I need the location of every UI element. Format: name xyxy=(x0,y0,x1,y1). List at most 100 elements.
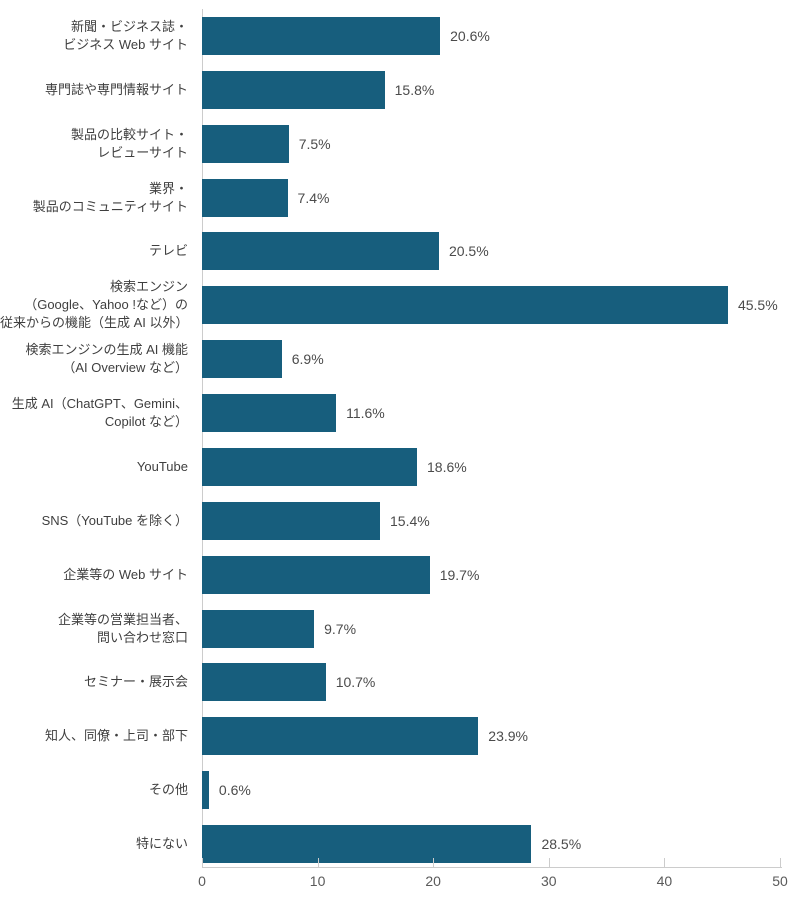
category-label-line: レビューサイト xyxy=(97,144,188,160)
category-label-line: 特にない xyxy=(135,835,188,851)
category-label: 企業等の営業担当者、 問い合わせ窓口 xyxy=(0,611,202,647)
category-label-line: セミナー・展示会 xyxy=(83,674,188,690)
bar xyxy=(202,70,385,109)
bar-track: 45.5% xyxy=(202,286,800,325)
value-label: 7.5% xyxy=(298,135,331,152)
chart-row: 知人、同僚・上司・部下 23.9% xyxy=(0,709,800,763)
value-label: 23.9% xyxy=(488,728,528,745)
bar xyxy=(202,555,430,594)
x-axis-tick-label: 0 xyxy=(198,873,206,889)
category-label-line: 専門誌や専門情報サイト xyxy=(44,81,188,97)
bar-track: 20.6% xyxy=(202,16,800,55)
bar-track: 15.4% xyxy=(202,501,800,540)
x-axis-tick xyxy=(317,858,319,867)
bar-track: 18.6% xyxy=(202,447,800,486)
bar-track: 9.7% xyxy=(202,609,800,648)
x-axis-tick-label: 50 xyxy=(772,873,788,889)
category-label-line: Copilot など） xyxy=(104,414,188,430)
category-label: テレビ xyxy=(0,242,202,260)
bar-track: 7.4% xyxy=(202,178,800,217)
value-label: 20.5% xyxy=(448,243,489,260)
chart-row: テレビ 20.5% xyxy=(0,224,800,278)
category-label: YouTube xyxy=(0,458,202,476)
value-label: 7.4% xyxy=(297,189,330,206)
chart-row: SNS（YouTube を除く） 15.4% xyxy=(0,494,800,548)
x-axis-tick xyxy=(433,858,435,867)
value-label: 11.6% xyxy=(346,405,385,422)
bar xyxy=(202,124,289,163)
value-label: 6.9% xyxy=(291,351,324,368)
chart-row: 検索エンジン （Google、Yahoo !など）の 従来からの機能（生成 AI 以… xyxy=(0,278,800,332)
category-label-line: 検索エンジン xyxy=(109,279,188,295)
bar xyxy=(202,717,479,756)
y-axis-line xyxy=(202,9,203,867)
category-label: 特にない xyxy=(0,835,202,853)
value-label: 0.6% xyxy=(218,782,251,799)
chart-row: YouTube 18.6% xyxy=(0,440,800,494)
category-label: 検索エンジン （Google、Yahoo !など）の 従来からの機能（生成 AI 以… xyxy=(0,278,202,332)
x-axis-tick xyxy=(548,858,550,867)
bar-track: 23.9% xyxy=(202,717,800,756)
value-label: 45.5% xyxy=(737,297,778,314)
chart-row: 製品の比較サイト・レビューサイト 7.5% xyxy=(0,117,800,171)
x-axis-line xyxy=(202,867,782,868)
bar xyxy=(202,771,209,810)
value-label: 15.4% xyxy=(390,512,430,529)
chart-row: 専門誌や専門情報サイト 15.8% xyxy=(0,63,800,117)
chart-row: 特にない 28.5% xyxy=(0,817,800,871)
x-axis-tick-label: 20 xyxy=(425,873,441,889)
category-label-line: 生成 AI（ChatGPT、Gemini、 xyxy=(11,396,188,412)
bar xyxy=(202,394,337,433)
bar xyxy=(202,16,441,55)
value-label: 15.8% xyxy=(394,81,435,98)
category-label-line: 製品のコミュニティサイト xyxy=(32,198,188,214)
value-label: 10.7% xyxy=(335,674,376,691)
category-label-line: ビジネス Web サイト xyxy=(63,36,188,52)
category-label-line: 企業等の Web サイト xyxy=(63,566,188,582)
bar-track: 0.6% xyxy=(202,771,800,810)
bar xyxy=(202,286,728,325)
bar-track: 19.7% xyxy=(202,555,800,594)
category-label: 製品の比較サイト・レビューサイト xyxy=(0,126,202,162)
x-axis-tick xyxy=(780,858,781,867)
category-label: セミナー・展示会 xyxy=(0,673,202,691)
category-label: 検索エンジンの生成 AI 機能 （AI Overview など） xyxy=(0,341,202,377)
chart-row: 検索エンジンの生成 AI 機能 （AI Overview など） 6.9% xyxy=(0,332,800,386)
category-label-line: 製品の比較サイト・ xyxy=(70,126,188,142)
x-axis-tick-label: 40 xyxy=(656,873,673,889)
category-label-line: 新聞・ビジネス誌・ xyxy=(70,18,188,34)
bar xyxy=(202,340,282,379)
x-axis-tick xyxy=(664,858,666,867)
category-label: 専門誌や専門情報サイト xyxy=(0,81,202,99)
category-label-line: （AI Overview など） xyxy=(62,360,188,376)
category-label-line: SNS（YouTube を除く） xyxy=(41,512,188,528)
category-label: SNS（YouTube を除く） xyxy=(0,512,202,530)
x-axis-tick-label: 10 xyxy=(309,873,326,889)
category-label-line: （Google、Yahoo !など）の xyxy=(24,297,188,313)
chart-row: 新聞・ビジネス誌・ ビジネス Web サイト 20.6% xyxy=(0,9,800,63)
bar xyxy=(202,824,532,863)
category-label: 企業等の Web サイト xyxy=(0,566,202,584)
chart-row: その他 0.6% xyxy=(0,763,800,817)
bar-track: 20.5% xyxy=(202,232,800,271)
bar-track: 15.8% xyxy=(202,70,800,109)
chart-row: 企業等の営業担当者、 問い合わせ窓口 9.7% xyxy=(0,602,800,656)
bar xyxy=(202,501,381,540)
category-label: 知人、同僚・上司・部下 xyxy=(0,727,202,745)
bar xyxy=(202,178,288,217)
category-label-line: 業界・ xyxy=(148,180,188,196)
category-label: 生成 AI（ChatGPT、Gemini、 Copilot など） xyxy=(0,395,202,431)
category-label: その他 xyxy=(0,781,202,799)
bar xyxy=(202,663,326,702)
bar-track: 7.5% xyxy=(202,124,800,163)
value-label: 18.6% xyxy=(427,458,467,475)
category-label-line: テレビ xyxy=(148,243,188,259)
value-label: 28.5% xyxy=(541,835,582,852)
category-label-line: 知人、同僚・上司・部下 xyxy=(44,728,188,744)
x-axis-tick xyxy=(202,858,203,867)
value-label: 9.7% xyxy=(324,620,357,637)
category-label: 新聞・ビジネス誌・ビジネス Web サイト xyxy=(0,18,202,54)
value-label: 19.7% xyxy=(439,566,480,583)
bar xyxy=(202,232,439,271)
